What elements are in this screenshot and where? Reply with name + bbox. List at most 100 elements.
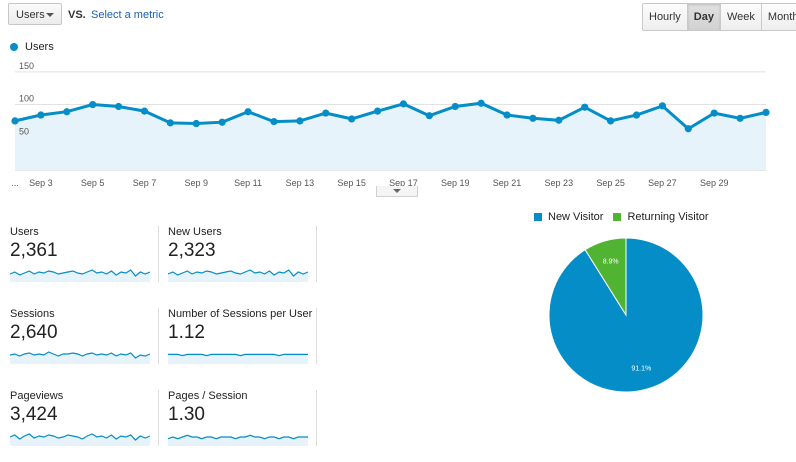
scorecard[interactable]: Number of Sessions per User 1.12 [168, 308, 313, 380]
sparkline-line [10, 351, 150, 359]
data-point [11, 117, 19, 125]
scorecard-title: Users [10, 226, 39, 238]
pie-legend-item-new[interactable]: New Visitor [534, 211, 603, 223]
period-toggle-group: Hourly Day Week Month [642, 3, 796, 31]
legend-dot-users [10, 43, 18, 51]
x-tick-label: Sep 25 [596, 178, 625, 188]
x-tick-label: ... [11, 178, 19, 188]
scorecard-title: New Users [168, 226, 222, 238]
data-point [322, 109, 330, 117]
scorecard[interactable]: Users 2,361 [10, 226, 155, 298]
chart-collapse-handle[interactable] [376, 186, 418, 197]
data-point [373, 107, 382, 115]
data-point [244, 108, 252, 116]
period-button-week[interactable]: Week [719, 4, 761, 30]
scorecard-sparkline [10, 351, 150, 364]
sparkline-line [168, 434, 308, 440]
scorecard[interactable]: Pages / Session 1.30 [168, 390, 313, 462]
data-point [555, 116, 563, 124]
pie-data-label: 91.1% [631, 365, 651, 372]
pie-slice-returning-visitor[interactable] [584, 237, 627, 317]
scorecard[interactable]: New Users 2,323 [168, 226, 313, 298]
sparkline-line [10, 433, 150, 441]
chevron-down-icon [46, 13, 54, 17]
divider [158, 390, 159, 446]
data-point [348, 115, 356, 123]
scorecard-sparkline [168, 269, 308, 282]
sparkline-line [10, 269, 150, 277]
x-tick-label: Sep 17 [389, 178, 418, 188]
y-tick-label: 150 [19, 61, 34, 71]
data-point [399, 100, 408, 108]
sparkline-line [168, 353, 308, 357]
y-tick-label: 100 [19, 94, 34, 104]
scorecard-sparkline [10, 269, 150, 282]
scorecard[interactable]: Pageviews 3,424 [10, 390, 155, 462]
series-line [14, 101, 767, 131]
data-point [477, 99, 485, 107]
scorecard-value: 2,323 [168, 240, 216, 261]
select-metric-link[interactable]: Select a metric [91, 9, 164, 21]
metric-select[interactable]: Users [8, 3, 62, 25]
data-point [425, 112, 433, 120]
divider [158, 226, 159, 282]
data-point [63, 108, 71, 116]
x-tick-label: Sep 21 [493, 178, 522, 188]
data-point [166, 119, 174, 127]
data-point [658, 102, 667, 110]
scorecard-value: 1.30 [168, 404, 205, 425]
pie-legend-item-returning[interactable]: Returning Visitor [613, 211, 709, 223]
data-point [710, 109, 718, 117]
scorecard-value: 3,424 [10, 404, 58, 425]
scorecard-sparkline [168, 434, 308, 446]
pie-legend-label: Returning Visitor [627, 211, 709, 223]
data-point [762, 108, 770, 116]
users-line-chart[interactable]: 50 100 150 ... Sep 3 Sep 5 Sep 7 Sep 9 Sep 11 Se… [0, 60, 796, 190]
chevron-down-icon [393, 189, 401, 193]
data-point [529, 114, 537, 122]
scorecard-title: Number of Sessions per User [168, 308, 313, 320]
data-point [296, 117, 304, 125]
x-tick-label: Sep 3 [29, 178, 53, 188]
scorecard-title: Pages / Session [168, 390, 248, 402]
x-tick-label: Sep 29 [700, 178, 729, 188]
data-point [503, 111, 511, 119]
period-button-month[interactable]: Month [760, 4, 796, 30]
scorecard-value: 2,361 [10, 240, 58, 261]
scorecard[interactable]: Sessions 2,640 [10, 308, 155, 380]
pie-legend-label: New Visitor [548, 211, 604, 223]
sparkline-area [10, 352, 150, 364]
divider [316, 390, 317, 446]
data-point [37, 111, 45, 119]
data-point [736, 114, 744, 122]
data-point [89, 100, 97, 109]
scorecard-title: Pageviews [10, 390, 64, 402]
data-point [192, 119, 200, 128]
y-tick-label: 50 [19, 126, 29, 136]
data-point [140, 107, 149, 115]
visitor-pie-chart[interactable]: 91.1% 8.9% [540, 230, 720, 400]
x-tick-label: Sep 5 [81, 178, 105, 188]
scorecard-sparkline [168, 353, 308, 364]
data-point [270, 117, 278, 126]
pie-legend: New Visitor Returning Visitor [534, 211, 719, 223]
period-button-day[interactable]: Day [686, 4, 720, 30]
divider [316, 308, 317, 364]
vs-label: VS. [68, 9, 86, 21]
legend-swatch [613, 213, 622, 221]
pie-data-label: 8.9% [603, 259, 619, 266]
x-tick-label: Sep 13 [286, 178, 315, 188]
divider [158, 308, 159, 364]
x-tick-label: Sep 9 [185, 178, 209, 188]
sparkline-area [168, 354, 308, 364]
divider [316, 226, 317, 282]
legend-label-users[interactable]: Users [25, 41, 54, 53]
period-button-hourly[interactable]: Hourly [643, 4, 687, 30]
x-tick-label: Sep 27 [648, 178, 677, 188]
pie-slice-new-visitor[interactable] [548, 237, 704, 393]
metric-select-label: Users [16, 9, 45, 21]
data-point [684, 125, 692, 133]
sparkline-area [168, 435, 308, 446]
data-point [632, 111, 641, 119]
scorecard-sparkline [10, 433, 150, 446]
